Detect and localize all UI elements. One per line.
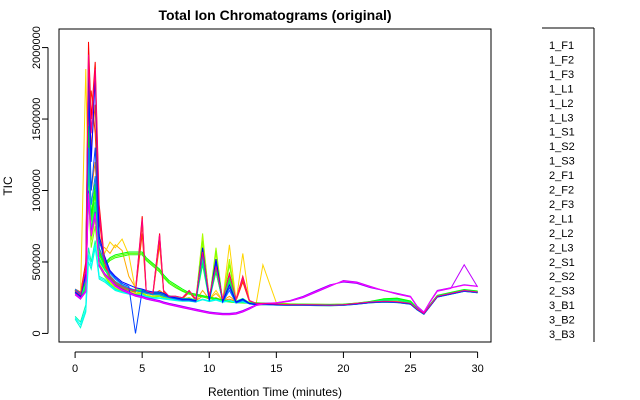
legend-entry-2_S3: 2_S3 (549, 286, 575, 298)
y-axis-label: TIC (1, 176, 15, 196)
legend-entry-2_L1: 2_L1 (549, 213, 573, 225)
legend-entry-1_L2: 1_L2 (549, 98, 573, 110)
y-tick-label: 2000000 (31, 26, 43, 69)
legend-entry-1_L1: 1_L1 (549, 83, 573, 95)
x-tick-label: 30 (471, 363, 483, 375)
series-line-1_F3 (74, 76, 478, 315)
series-lines (74, 41, 479, 334)
legend-entry-3_B7: 3_B7 (549, 387, 575, 399)
x-tick-label: 10 (203, 363, 215, 375)
chart-title: Total Ion Chromatograms (original) (158, 7, 391, 23)
series-line-2_S3 (74, 244, 478, 326)
x-tick-label: 15 (270, 363, 282, 375)
legend-entry-2_F1: 2_F1 (549, 170, 574, 182)
x-tick-label: 25 (404, 363, 416, 375)
y-axis: 0 500000 1000000 1500000 2000000 (31, 26, 49, 336)
legend-entry-3_B5: 3_B5 (549, 358, 575, 370)
legend-box (542, 27, 595, 342)
legend-entry-2_L3: 2_L3 (549, 242, 573, 254)
y-tick-label: 1000000 (31, 169, 43, 212)
x-axis: 0 5 10 15 20 25 30 (72, 351, 484, 375)
legend-entry-1_S2: 1_S2 (549, 141, 575, 153)
legend-entry-3_B3: 3_B3 (549, 329, 575, 341)
series-line-3_B5 (74, 197, 479, 316)
series-line-3_B7 (74, 54, 478, 315)
series-line-3_B6 (74, 193, 478, 315)
legend-entry-3_B1: 3_B1 (549, 300, 575, 312)
legend-entry-1_S3: 1_S3 (549, 156, 575, 168)
plot-frame (58, 28, 492, 343)
legend-entry-1_F3: 1_F3 (549, 69, 574, 81)
legend-entry-1_F1: 1_F1 (549, 40, 574, 52)
series-line-3_B3 (74, 61, 478, 315)
legend-entry-3_B2: 3_B2 (549, 315, 575, 327)
x-axis-label: Retention Time (minutes) (208, 385, 342, 399)
legend-entry-2_F3: 2_F3 (549, 199, 574, 211)
series-line-1_F1 (74, 41, 478, 315)
legend-entry-1_L3: 1_L3 (549, 112, 573, 124)
legend-entry-2_L2: 2_L2 (549, 228, 573, 240)
series-line-1_F2 (74, 90, 478, 315)
y-tick-label: 0 (31, 330, 43, 336)
x-tick-label: 20 (337, 363, 349, 375)
x-tick-label: 5 (139, 363, 145, 375)
legend-entry-3_B4: 3_B4 (549, 343, 575, 355)
legend-entry-2_S1: 2_S1 (549, 257, 575, 269)
legend-entry-1_F2: 1_F2 (549, 54, 574, 66)
series-line-1_L3 (74, 68, 478, 314)
legend: 1_F1 1_F2 1_F3 1_L1 1_L2 1_L3 1_S1 1_S2 1_S3 2_F1… (549, 40, 575, 399)
x-tick-label: 0 (72, 363, 78, 375)
legend-entry-3_B6: 3_B6 (549, 372, 575, 384)
legend-entry-1_S1: 1_S1 (549, 127, 575, 139)
y-tick-label: 1500000 (31, 98, 43, 141)
y-tick-label: 500000 (31, 244, 43, 281)
legend-entry-2_S2: 2_S2 (549, 271, 575, 283)
series-line-3_B2 (74, 90, 478, 334)
series-line-2_F3 (74, 126, 478, 314)
legend-entry-2_F2: 2_F2 (549, 185, 574, 197)
